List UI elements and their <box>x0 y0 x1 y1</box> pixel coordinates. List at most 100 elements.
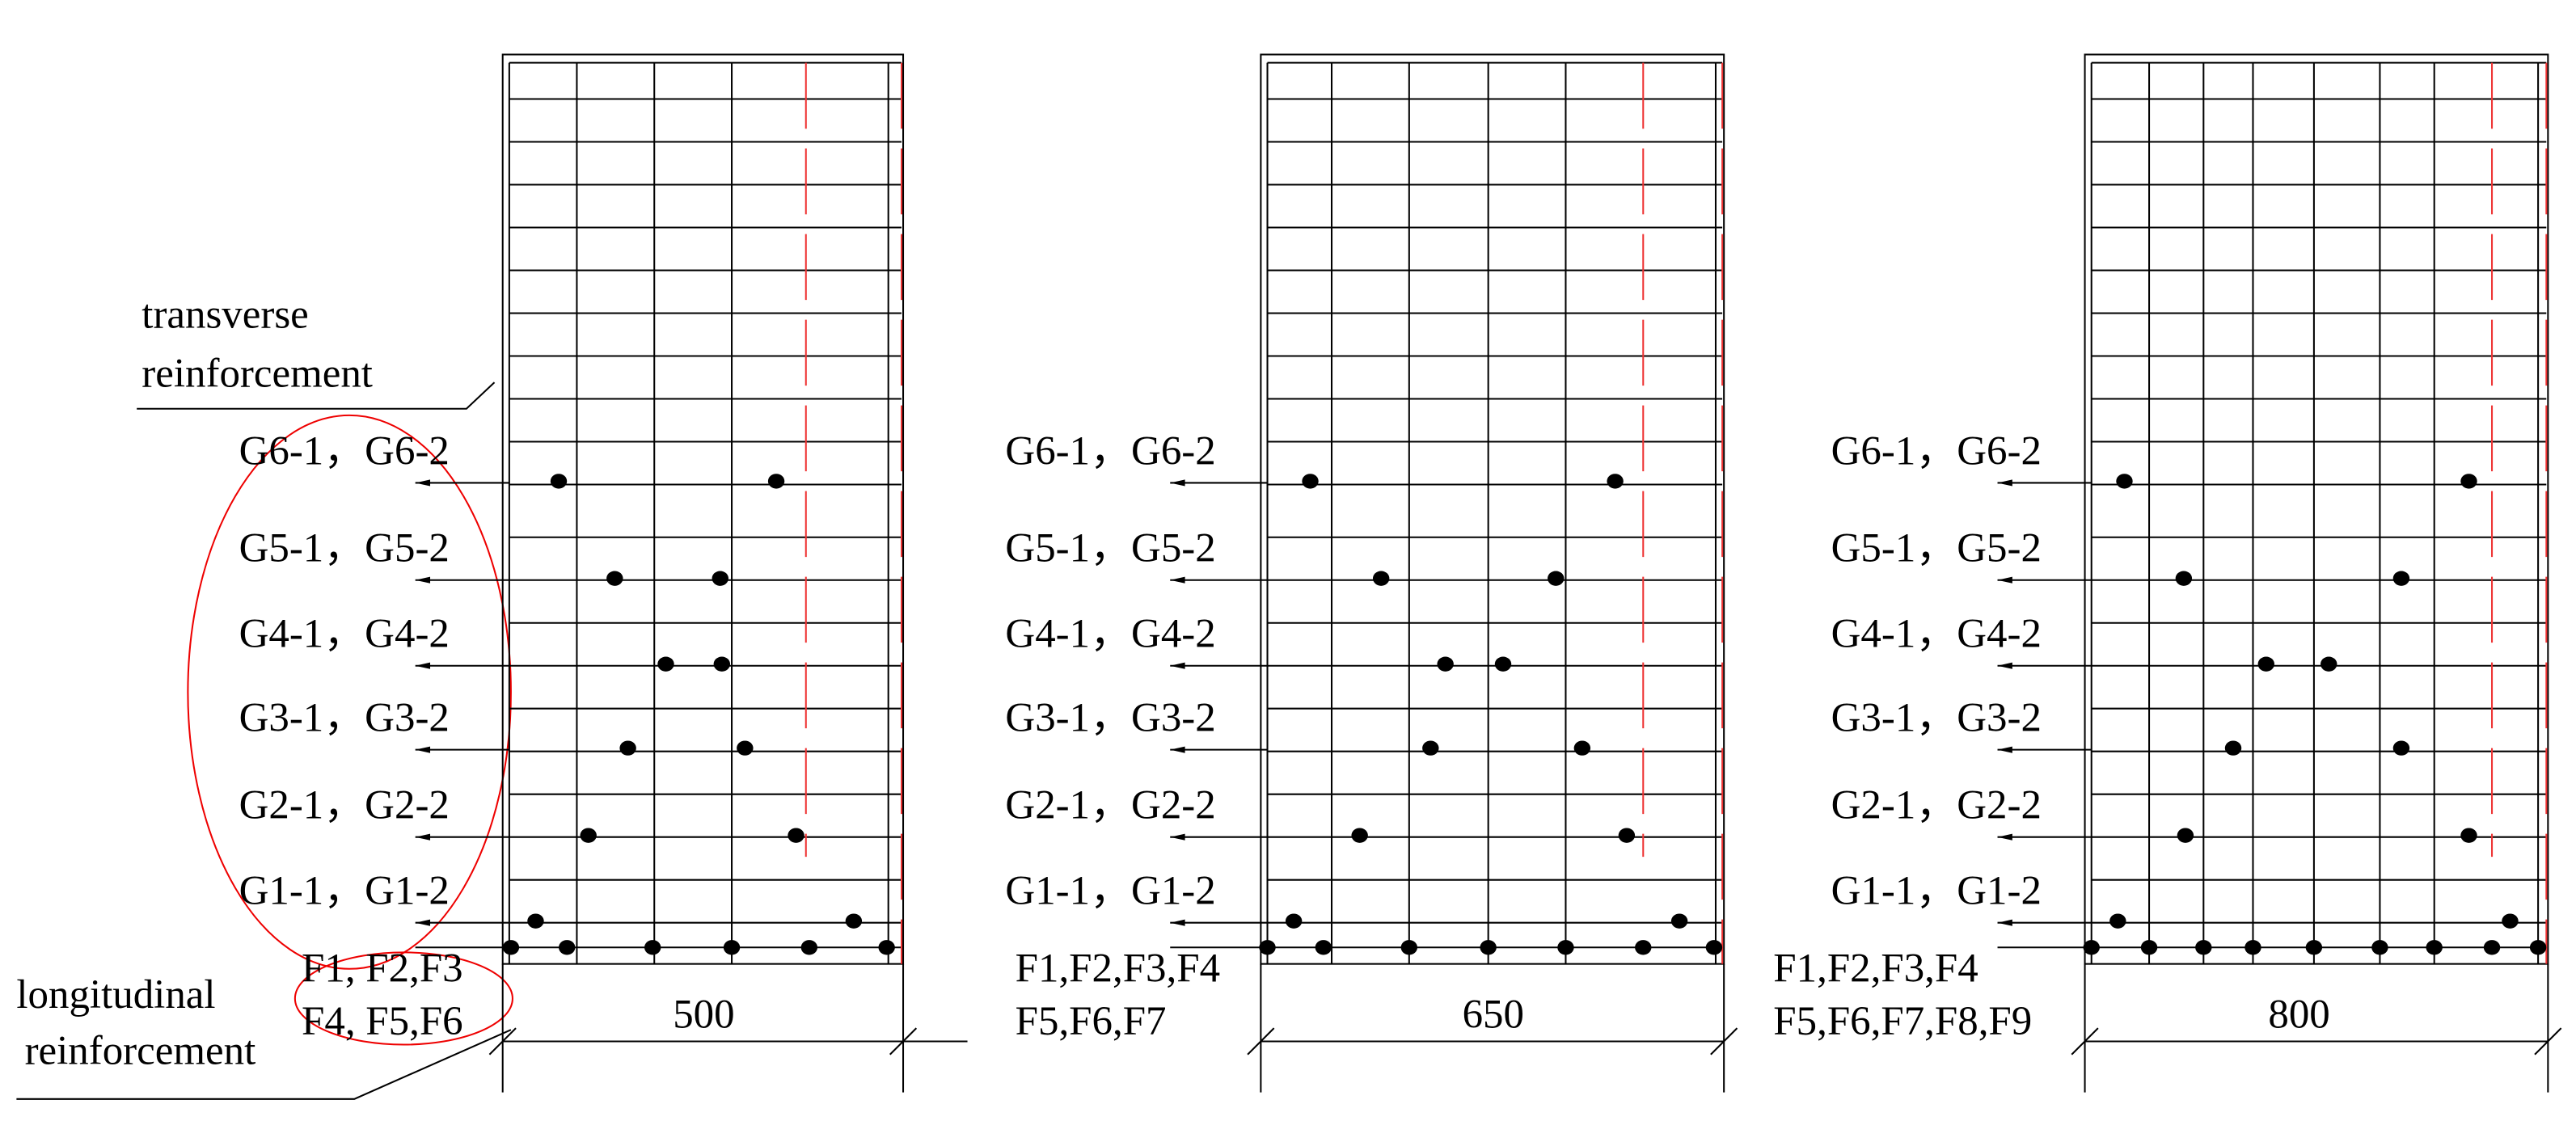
rebar-dot <box>1315 940 1332 955</box>
rebar-dot <box>2529 940 2547 955</box>
g-label: G4-1，G4-2 <box>239 612 450 657</box>
arrow-head <box>1170 746 1185 753</box>
rebar-dot <box>527 913 544 929</box>
arrow-head <box>415 746 431 753</box>
rebar-dot <box>1285 913 1303 929</box>
dimension-tick <box>488 1027 517 1056</box>
dimension-tick <box>2071 1027 2099 1056</box>
g-label: G1-1，G1-2 <box>1831 869 2042 914</box>
f-label: F1,F2,F3,F4 <box>1773 946 1978 992</box>
rebar-dot <box>1670 913 1688 929</box>
arrow-head <box>1170 662 1185 669</box>
rebar-dot <box>2083 940 2100 955</box>
arrow-head <box>1997 662 2012 669</box>
rebar-dot <box>2371 940 2388 955</box>
rebar-dot <box>619 740 636 756</box>
rebar-dot <box>2321 656 2337 672</box>
g-label: G3-1，G3-2 <box>1005 696 1215 741</box>
dimension-tick <box>1247 1027 1275 1056</box>
dimension-tick <box>1710 1027 1738 1056</box>
g-label: G4-1，G4-2 <box>1005 612 1215 657</box>
outline <box>1260 53 1725 965</box>
rebar-dot <box>2195 940 2212 955</box>
g-label: G6-1，G6-2 <box>1005 428 1215 474</box>
rebar-dot <box>788 828 804 843</box>
rebar-dot <box>712 571 728 586</box>
arrow-head <box>1997 576 2012 584</box>
rebar-dot <box>878 940 895 955</box>
rebar-dot <box>1302 474 1319 489</box>
rebar-dot <box>2305 940 2323 955</box>
g-label: G5-1，G5-2 <box>1831 526 2042 571</box>
arrow-head <box>1997 919 2012 926</box>
rebar-dot <box>767 474 785 489</box>
rebar-dot <box>1573 740 1591 756</box>
highlight-ellipse <box>293 951 513 1046</box>
rebar-dot <box>2392 571 2410 586</box>
g-label: G5-1，G5-2 <box>1005 526 1215 571</box>
arrow-head <box>1170 919 1185 926</box>
rebar-dot <box>1618 828 1636 843</box>
arrow-head <box>415 479 431 487</box>
arrow-head <box>1997 479 2012 487</box>
rebar-dot <box>2483 940 2501 955</box>
arrow-head <box>1170 479 1185 487</box>
annotation: longitudinal <box>16 972 215 1018</box>
rebar-dot <box>1372 571 1390 586</box>
rebar-dot <box>1480 940 1497 955</box>
annotation: reinforcement <box>141 352 373 397</box>
g-label: G1-1，G1-2 <box>239 869 450 914</box>
rebar-dot <box>2502 913 2519 929</box>
rebar-dot <box>502 940 520 955</box>
rebar-dot <box>2224 740 2242 756</box>
rebar-dot <box>1557 940 1574 955</box>
outline <box>501 53 905 965</box>
highlight-ellipse <box>187 414 512 970</box>
width-label: 800 <box>2268 992 2329 1038</box>
arrow-head <box>1997 746 2012 753</box>
arrow-head <box>415 576 431 584</box>
rebar-dot <box>2460 828 2477 843</box>
arrow-head <box>1170 833 1185 841</box>
rebar-dot <box>713 656 731 672</box>
g-label: G6-1，G6-2 <box>239 428 450 474</box>
rebar-dot <box>550 474 568 489</box>
arrow-head <box>415 833 431 841</box>
leader-line <box>16 1029 512 1100</box>
outline <box>2084 53 2549 965</box>
g-label: G6-1，G6-2 <box>1831 428 2042 474</box>
rebar-dot <box>1494 656 1512 672</box>
g-label: G1-1，G1-2 <box>1005 869 1215 914</box>
rebar-dot <box>1422 740 1439 756</box>
annotation: reinforcement <box>25 1028 256 1073</box>
rebar-dot <box>737 740 754 756</box>
f-label: F4, F5,F6 <box>302 999 463 1044</box>
rebar-dot <box>2460 474 2477 489</box>
rebar-dot <box>2116 474 2133 489</box>
g-label: G5-1，G5-2 <box>239 526 450 571</box>
arrow-head <box>415 662 431 669</box>
rebar-dot <box>657 656 674 672</box>
rebar-dot <box>1351 828 1368 843</box>
f-label: F1, F2,F3 <box>302 946 463 992</box>
rebar-dot <box>2257 656 2274 672</box>
rebar-dot <box>2175 571 2193 586</box>
rebar-dot <box>580 828 597 843</box>
arrow-head <box>1997 833 2012 841</box>
rebar-dot <box>1437 656 1454 672</box>
rebar-dot <box>1607 474 1624 489</box>
rebar-dot <box>2244 940 2261 955</box>
dimension-tick <box>889 1027 918 1056</box>
g-label: G3-1，G3-2 <box>1831 696 2042 741</box>
rebar-dot <box>644 940 661 955</box>
rebar-dot <box>2392 740 2410 756</box>
width-label: 500 <box>673 992 734 1038</box>
rebar-dot <box>723 940 741 955</box>
dimension-tick <box>2534 1027 2562 1056</box>
g-label: G2-1，G2-2 <box>1005 783 1215 828</box>
g-label: G3-1，G3-2 <box>239 696 450 741</box>
arrow-head <box>1170 576 1185 584</box>
rebar-dot <box>1259 940 1276 955</box>
rebar-dot <box>1400 940 1418 955</box>
